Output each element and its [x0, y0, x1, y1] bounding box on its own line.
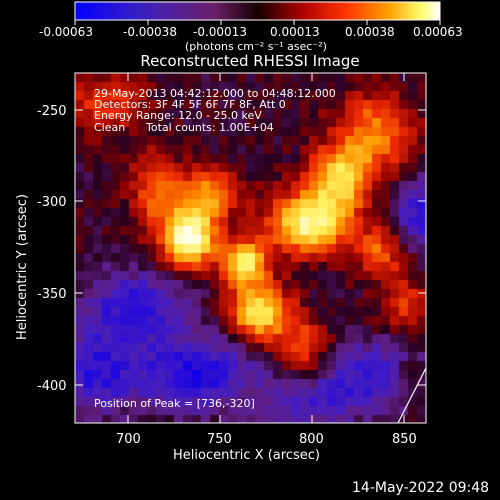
- colorbar-tick-label: 0.00013: [270, 25, 320, 39]
- y-tick-label: -250: [37, 104, 67, 119]
- colorbar-tick-label: -0.00038: [123, 25, 177, 39]
- annotation-energy: Energy Range: 12.0 - 25.0 keV: [94, 109, 262, 122]
- annotation-time-range: 29-May-2013 04:42:12.000 to 04:48:12.000: [94, 87, 336, 100]
- y-axis-label: Heliocentric Y (arcsec): [15, 194, 30, 340]
- colorbar-tick-label: -0.00063: [39, 25, 93, 39]
- colorbar-tick-label: 0.00038: [345, 25, 395, 39]
- chart-title: Reconstructed RHESSI Image: [140, 52, 360, 70]
- heatmap-image: [75, 73, 426, 423]
- colorbar-unit-label: (photons cm⁻² s⁻¹ asec⁻²): [185, 40, 327, 53]
- x-axis-label: Heliocentric X (arcsec): [173, 448, 320, 463]
- colorbar-tick-label: 0.00063: [413, 25, 463, 39]
- plot-frame: [74, 72, 427, 424]
- solar-limb-line: [397, 367, 427, 424]
- x-tick-label: 800: [299, 432, 324, 447]
- annotation-peak: Position of Peak = [736,-320]: [94, 397, 255, 410]
- colorbar-ticks: [74, 20, 441, 25]
- y-tick-label: -300: [37, 195, 67, 210]
- y-axis-ticks: [75, 109, 426, 386]
- colorbar: -0.00063 -0.00038 -0.00013 0.00013 0.000…: [39, 1, 463, 53]
- x-tick-label: 850: [392, 432, 417, 447]
- annotation-method: Clean: [94, 121, 125, 134]
- annotation-detectors: Detectors: 3F 4F 5F 6F 7F 8F, Att 0: [94, 98, 286, 111]
- footer-timestamp: 14-May-2022 09:48: [352, 480, 490, 496]
- y-tick-label: -400: [37, 379, 67, 394]
- annotation-counts: Total counts: 1.00E+04: [145, 121, 274, 134]
- x-axis-ticks: [127, 73, 405, 423]
- y-tick-label: -350: [37, 287, 67, 302]
- colorbar-tick-label: -0.00013: [193, 25, 247, 39]
- x-tick-label: 750: [207, 432, 232, 447]
- colorbar-gradient: [74, 1, 441, 21]
- x-tick-label: 700: [116, 432, 141, 447]
